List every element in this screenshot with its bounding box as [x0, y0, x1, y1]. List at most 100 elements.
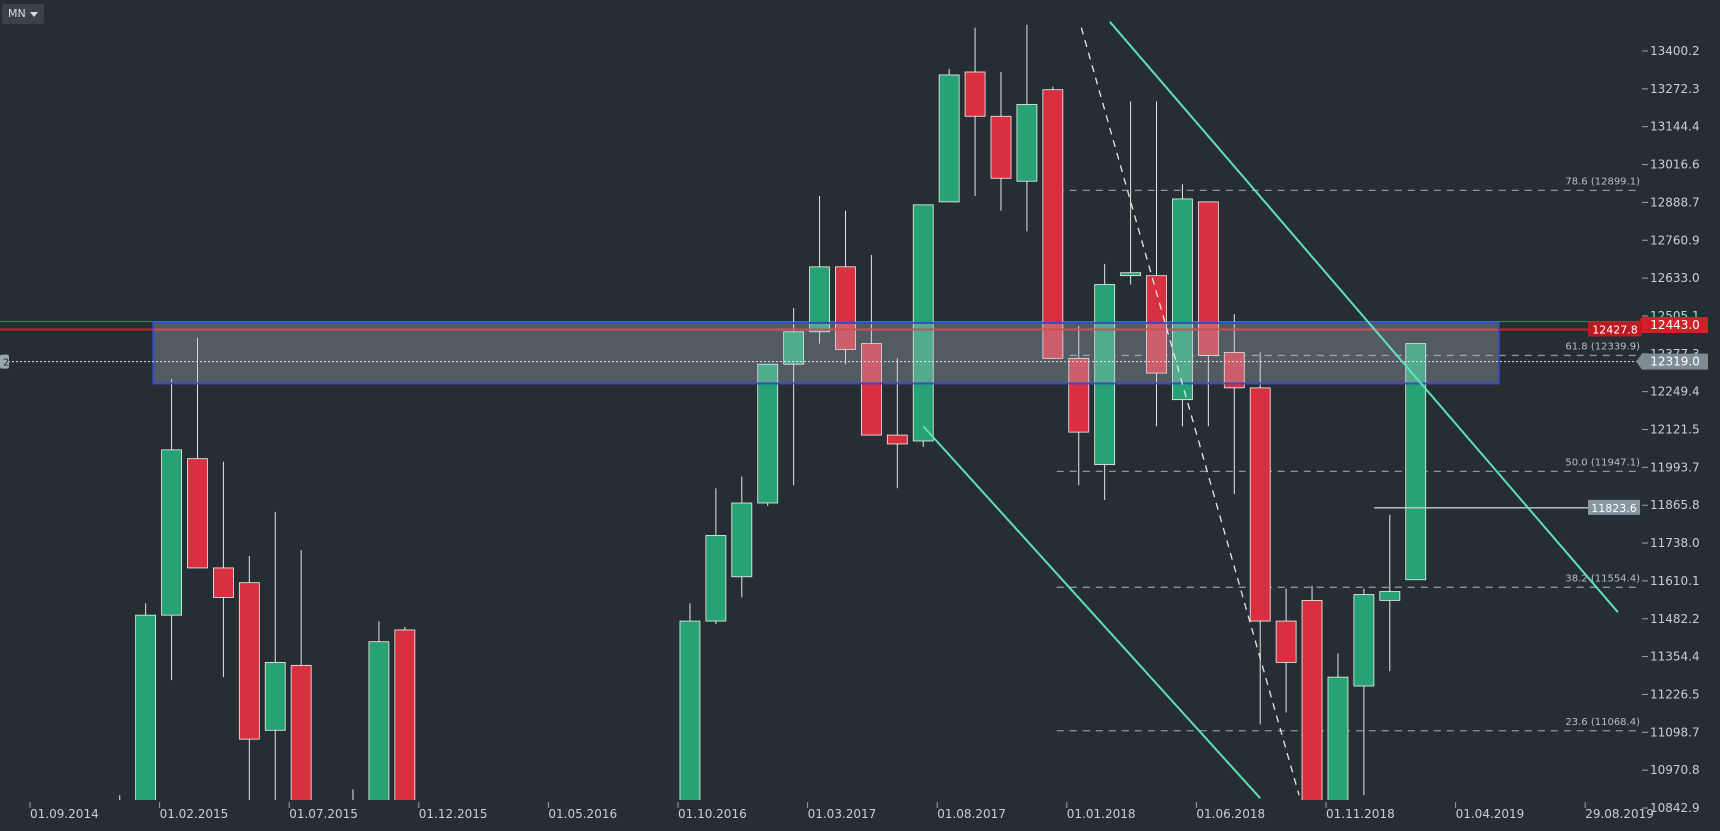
y-axis-tick-label: 13272.3: [1650, 82, 1700, 96]
y-axis-tick-label: 12633.0: [1650, 271, 1700, 285]
bearish-candle: [964, 27, 986, 196]
x-axis-tick-label: 01.08.2017: [937, 807, 1006, 821]
candle-body: [679, 620, 701, 800]
x-axis-tick-label: 01.05.2016: [548, 807, 617, 821]
x-axis-tick-label: 01.07.2015: [289, 807, 358, 821]
bullish-candle: [757, 363, 779, 506]
price-label-text: 11823.6: [1591, 502, 1637, 515]
candle-body: [290, 664, 312, 800]
bearish-candle: [212, 461, 234, 678]
y-axis-tick-label: 13016.6: [1650, 158, 1700, 172]
bullish-candle: [938, 69, 960, 203]
candle-body: [1301, 600, 1323, 800]
bullish-candle: [1327, 653, 1349, 800]
candle-body: [1405, 343, 1427, 581]
candle-body: [212, 567, 234, 598]
x-axis-tick-label: 01.03.2017: [808, 807, 877, 821]
candle-body: [964, 71, 986, 117]
candle-body: [1042, 89, 1064, 359]
bullish-candle: [135, 603, 157, 800]
y-axis-tick-label: 11098.7: [1650, 725, 1700, 739]
fib-level-label: 38.2 (11554.4): [1565, 573, 1640, 584]
bearish-candle: [1042, 86, 1064, 359]
bearish-candle: [187, 337, 208, 569]
y-axis-tick-label: 12121.5: [1650, 423, 1700, 437]
price-label-text: 12319.0: [1650, 355, 1700, 369]
x-axis-tick-label: 01.10.2016: [678, 807, 747, 821]
y-axis-tick-label: 12760.9: [1650, 233, 1700, 247]
y-axis-tick-label: 11865.8: [1650, 498, 1700, 512]
x-axis-tick-label: 01.09.2014: [30, 807, 99, 821]
price-label-box: [1636, 353, 1708, 370]
bullish-candle: [1172, 184, 1193, 427]
y-axis-tick-label: 13400.2: [1650, 44, 1700, 58]
candle-body: [1120, 272, 1141, 277]
x-axis-tick-label: 01.06.2018: [1196, 807, 1265, 821]
bullish-candle: [264, 511, 286, 800]
bearish-candle: [1197, 201, 1219, 427]
candle-body: [757, 363, 779, 504]
candle-body: [1068, 357, 1090, 433]
price-label: 12319.0: [1636, 353, 1708, 370]
fib-level-label: 61.8 (12339.9): [1565, 341, 1640, 352]
timeframe-selector[interactable]: MN: [2, 4, 44, 24]
candle-body: [264, 661, 286, 731]
x-axis-tick-label: 01.02.2015: [160, 807, 229, 821]
y-axis-tick-label: 13144.4: [1650, 120, 1700, 134]
chevron-down-icon: [29, 11, 38, 17]
bullish-candle: [809, 195, 830, 344]
bearish-candle: [1301, 585, 1323, 800]
candle-body: [861, 343, 882, 436]
y-axis-tick-label: 11226.5: [1650, 687, 1700, 701]
y-axis-tick-label: 10970.8: [1650, 763, 1700, 777]
y-axis-tick-label: 11354.4: [1650, 650, 1700, 664]
candle-body: [731, 502, 753, 578]
candle-body: [368, 641, 390, 800]
x-axis-tick-label: 01.12.2015: [419, 807, 488, 821]
bearish-candle: [394, 626, 416, 800]
candle-body: [1379, 591, 1401, 601]
y-axis-tick-label: 11610.1: [1650, 574, 1700, 588]
bearish-candle: [1275, 588, 1297, 713]
price-label: 12443.0: [1636, 316, 1708, 333]
y-axis-tick-label: 11993.7: [1650, 460, 1700, 474]
candle-body: [1016, 104, 1038, 182]
candle-body: [394, 629, 416, 800]
bullish-candle: [368, 621, 390, 800]
price-label: 12427.8: [1588, 321, 1642, 337]
price-label-text: 12443.0: [1650, 318, 1700, 332]
candle-body: [809, 266, 830, 333]
bearish-candle: [1146, 101, 1167, 427]
price-label: 11823.6: [1588, 499, 1640, 515]
bearish-candle: [886, 358, 908, 489]
bullish-candle: [1016, 24, 1038, 232]
candle-body: [705, 535, 727, 622]
y-axis-tick-label: 11482.2: [1650, 612, 1700, 626]
y-axis-tick-label: 12888.7: [1650, 195, 1700, 209]
trendline: [1109, 21, 1619, 613]
bearish-candle: [1249, 352, 1271, 725]
bullish-candle: [119, 795, 121, 800]
x-axis-tick-label: 01.01.2018: [1067, 807, 1136, 821]
bullish-candle: [161, 379, 182, 681]
candle-body: [886, 434, 908, 445]
fib-level-label: 50.0 (11947.1): [1565, 457, 1640, 468]
dashed-trendline: [1080, 27, 1300, 796]
left-price-tag-text: 2: [3, 358, 9, 369]
fib-level-label: 23.6 (11068.4): [1565, 717, 1640, 728]
candle-body: [187, 458, 208, 569]
left-price-tag: [0, 354, 9, 369]
candle-body: [135, 614, 157, 800]
price-label-box: [1636, 316, 1708, 333]
x-axis-tick-label: 01.11.2018: [1326, 807, 1395, 821]
plot-area: 78.6 (12899.1) 61.8 (12339.9) 50.0 (11947.…: [0, 21, 1642, 800]
price-label-box: [1588, 499, 1640, 515]
price-label-box: [1588, 321, 1642, 337]
candle-body: [1249, 387, 1271, 622]
y-axis-tick-label: 12249.4: [1650, 385, 1700, 399]
bearish-candle: [990, 71, 1012, 211]
bullish-candle: [1120, 101, 1141, 285]
bearish-candle: [290, 550, 312, 800]
candle-body: [1327, 676, 1349, 800]
